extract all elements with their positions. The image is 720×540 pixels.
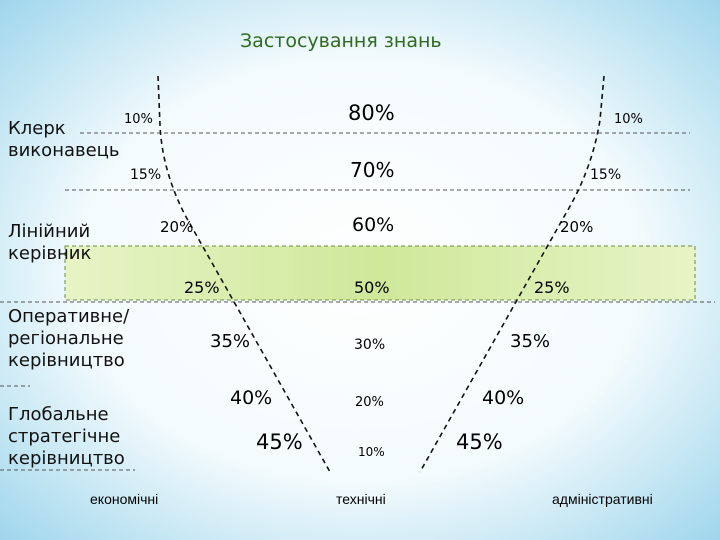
role-global-line3: керівництво [8,448,125,469]
role-global-line2: стратегічне [8,426,121,447]
administrative-pct-1: 10% [614,112,643,127]
technical-pct-5: 30% [354,337,386,353]
administrative-pct-7: 45% [456,430,503,454]
technical-pct-2: 70% [350,158,395,182]
role-operational-line3: керівництво [8,350,125,371]
funnel-left-boundary [157,75,331,473]
economic-pct-3: 20% [160,218,194,236]
diagram-title: Застосування знань [240,30,442,52]
economic-pct-1: 10% [124,112,153,127]
economic-pct-5: 35% [210,331,251,352]
level-lines [0,132,715,471]
administrative-pct-4: 25% [534,278,570,297]
role-line-manager-line2: керівник [8,243,92,264]
role-global-line1: Глобальне [8,404,109,425]
economic-pct-6: 40% [230,387,273,409]
administrative-pct-2: 15% [590,167,622,183]
technical-pct-4: 50% [354,278,390,297]
economic-pct-2: 15% [130,167,162,183]
administrative-pct-3: 20% [560,218,594,236]
role-operational-line2: регіональне [8,328,124,349]
role-line-manager: Лінійний керівник [8,221,91,265]
technical-pct-7: 10% [358,445,385,459]
technical-pct-1: 80% [348,101,395,125]
role-clerk-line2: виконавець [8,140,120,161]
category-technical: технічні [336,491,386,507]
funnel-lines [157,75,605,473]
role-clerk-line1: Клерк [8,118,66,139]
funnel-right-boundary [419,75,605,473]
economic-pct-7: 45% [256,430,303,454]
technical-pct-3: 60% [352,214,395,236]
category-economic: економічні [90,491,159,507]
administrative-pct-5: 35% [510,331,551,352]
technical-pct-6: 20% [355,395,384,410]
highlight-band [64,245,696,301]
economic-pct-4: 25% [184,278,220,297]
category-administrative: адміністративні [552,491,653,507]
role-operational-line1: Оперативне/ [8,306,130,327]
role-operational-management: Оперативне/ регіональне керівництво [8,306,129,372]
role-global-management: Глобальне стратегічне керівництво [8,404,125,470]
administrative-pct-6: 40% [482,387,525,409]
role-clerk: Клерк виконавець [8,118,120,162]
role-line-manager-line1: Лінійний [8,221,91,242]
